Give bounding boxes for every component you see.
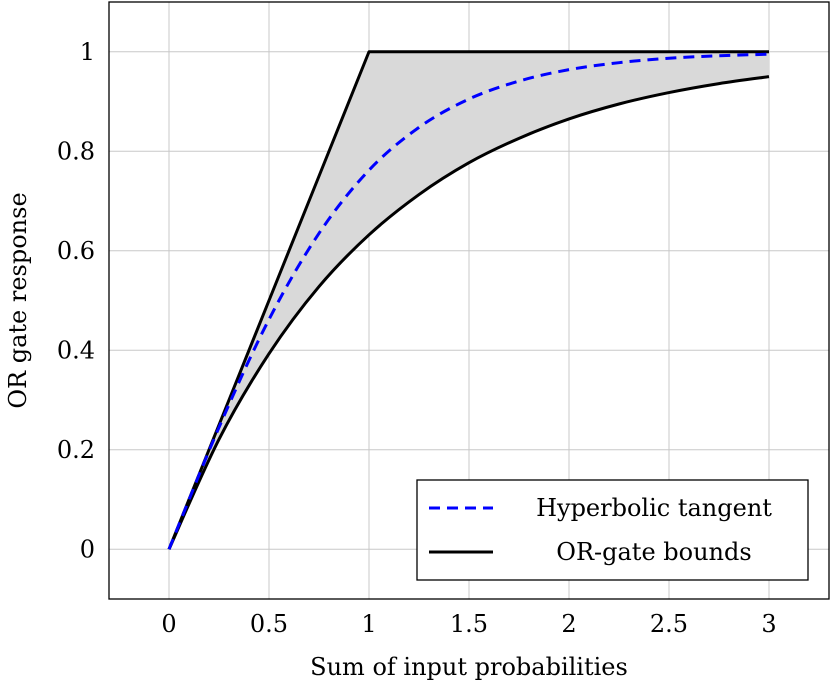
x-tick-label: 2 [561,610,576,638]
y-tick-label: 0.4 [57,336,95,364]
legend-box [416,479,809,581]
x-tick-labels: 0 0.5 1 1.5 2 2.5 3 [161,610,776,638]
legend: Hyperbolic tangent OR-gate bounds [416,479,809,581]
x-tick-label: 0 [161,610,176,638]
x-tick-label: 2.5 [650,610,688,638]
y-tick-label: 0.6 [57,237,95,265]
y-tick-label: 0.8 [57,137,95,165]
y-axis-label: OR gate response [4,192,32,408]
plot-frame [108,1,830,600]
y-tick-label: 1 [80,38,95,66]
y-tick-labels: 0 0.2 0.4 0.6 0.8 1 [57,38,95,564]
legend-label: Hyperbolic tangent [536,494,772,522]
series-lines [167,50,770,550]
series-upper-bound [167,50,769,550]
y-tick-label: 0 [80,535,95,563]
x-axis-label: Sum of input probabilities [310,653,628,681]
x-tick-label: 0.5 [250,610,288,638]
x-tick-label: 1 [361,610,376,638]
x-tick-label: 1.5 [450,610,488,638]
legend-label: OR-gate bounds [556,538,751,566]
y-tick-label: 0.2 [57,436,95,464]
series-lower-bound [167,75,770,550]
x-tick-label: 3 [761,610,776,638]
series-hyperbolic-tangent [167,52,770,550]
